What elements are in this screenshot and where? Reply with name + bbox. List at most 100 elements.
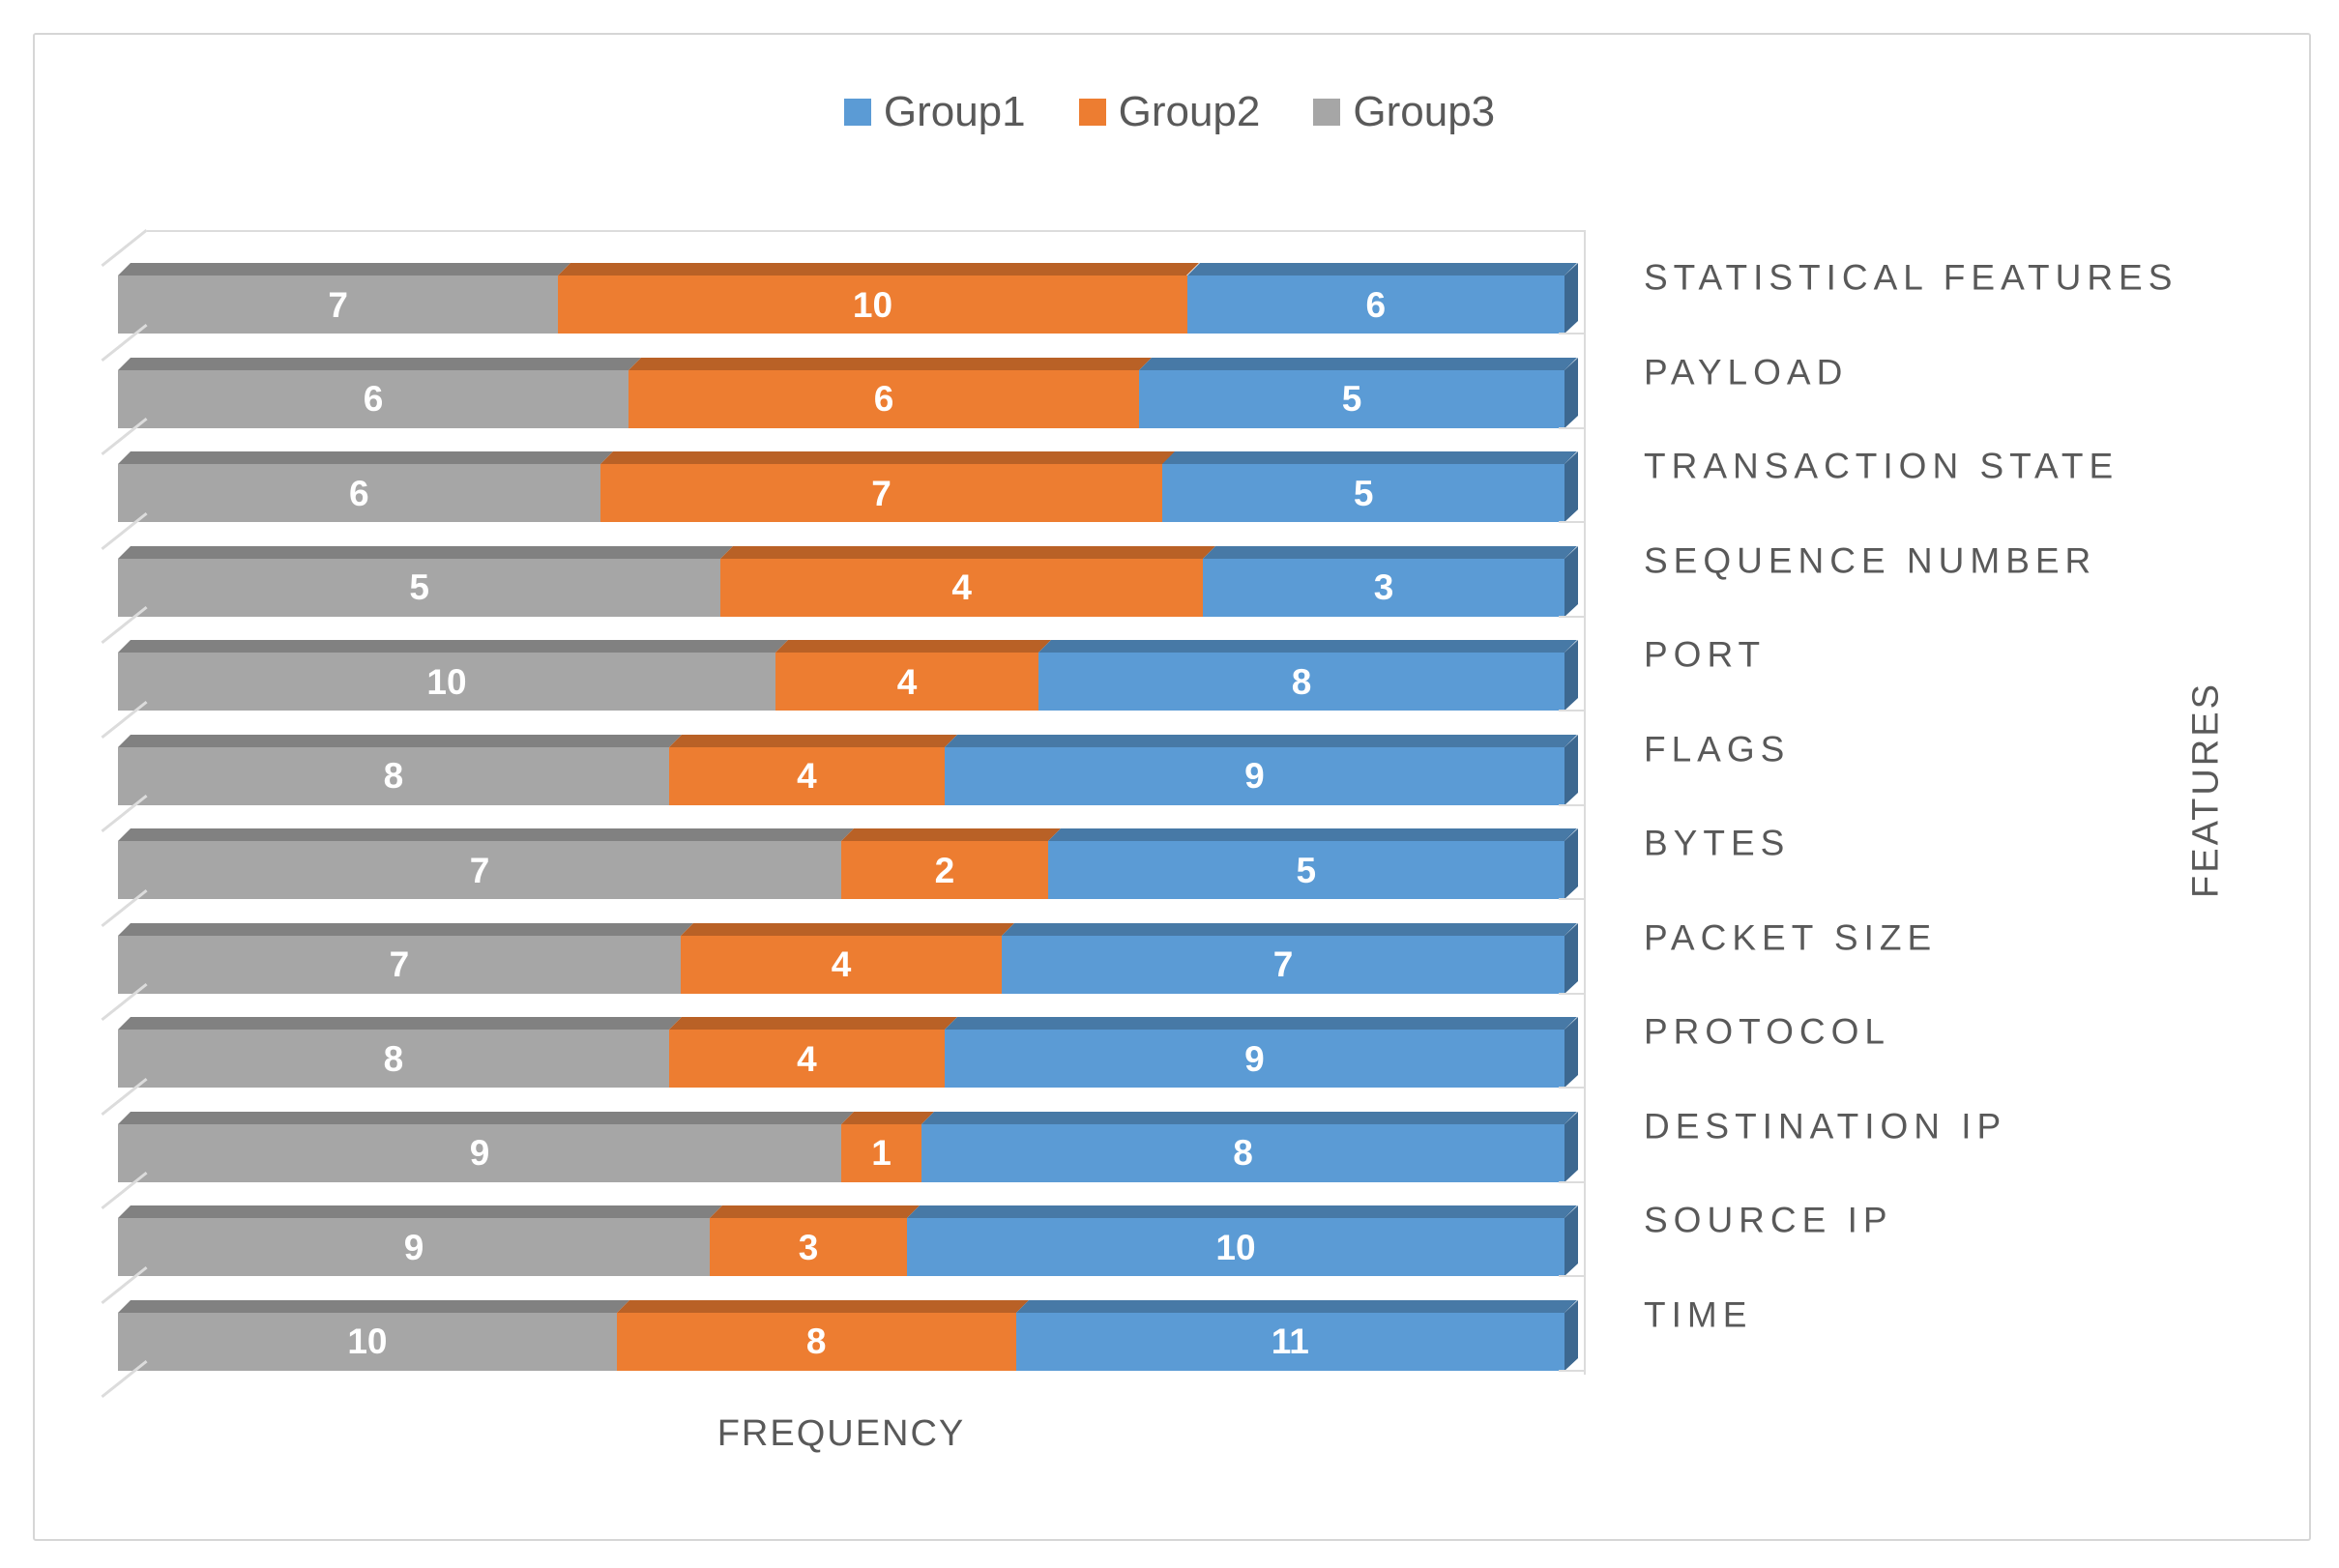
legend-label: Group1 (883, 88, 1026, 135)
bar-segment-group3: 10 (118, 653, 775, 711)
bar-segment-group3: 10 (118, 1312, 617, 1371)
legend-item-group2: Group2 (1078, 88, 1261, 135)
bar-segment-group2: 10 (558, 276, 1187, 334)
bar-row: 8 4 9 FLAGS (101, 700, 1784, 806)
legend-item-group1: Group1 (843, 88, 1026, 135)
wall-row-line (1559, 426, 1586, 429)
value-label: 7 (1272, 944, 1294, 984)
wall-row-line (1559, 898, 1586, 900)
bar-segment-group1: 8 (1038, 653, 1564, 711)
value-label: 4 (896, 661, 918, 702)
bar-row: 6 6 5 PAYLOAD (101, 323, 1842, 429)
legend-label: Group3 (1353, 88, 1496, 135)
bar-segment-group2: 3 (710, 1218, 907, 1276)
bar-row: 6 7 5 TRANSACTION STATE (101, 417, 2113, 523)
value-label: 10 (852, 284, 893, 325)
category-label: TRANSACTION STATE (1644, 446, 2120, 486)
wall-row-line (1559, 1087, 1586, 1089)
bar-segment-group2: 4 (668, 1030, 945, 1088)
wall-row-line (1559, 615, 1586, 618)
legend: Group1 Group2 Group3 (0, 91, 2339, 133)
value-label: 10 (1215, 1227, 1256, 1267)
back-wall-top-line (147, 230, 1586, 232)
bar-segment-group3: 7 (118, 276, 559, 334)
value-label: 8 (383, 756, 404, 796)
value-label: 8 (1291, 661, 1312, 702)
category-label: PROTOCOL (1644, 1011, 1890, 1052)
category-label: FLAGS (1644, 729, 1791, 769)
value-label: 5 (1296, 850, 1317, 890)
value-label: 6 (873, 379, 894, 419)
value-label: 8 (805, 1321, 827, 1361)
bar-row: 9 1 8 DESTINATION IP (101, 1077, 2001, 1183)
stacked-bar: 6 6 5 (118, 369, 1564, 428)
bar-segment-group2: 6 (629, 369, 1139, 428)
bar-segment-group2: 4 (668, 746, 945, 805)
bar-row: 8 4 9 PROTOCOL (101, 982, 1885, 1089)
plot-area: 7 10 6 STATISTICAL FEATURES 6 6 5 PAYLOAD 6 7 5 TRA… (101, 228, 2172, 1399)
legend-item-group3: Group3 (1313, 91, 1495, 133)
category-label: SEQUENCE NUMBER (1644, 540, 2097, 580)
stacked-bar: 7 10 6 (118, 276, 1564, 334)
bar-segment-group3: 6 (118, 464, 600, 522)
value-label: 7 (871, 473, 892, 513)
value-label: 5 (1341, 379, 1362, 419)
bar-segment-group1: 9 (944, 746, 1564, 805)
legend-swatch-icon (1078, 99, 1106, 126)
wall-row-line (1559, 1275, 1586, 1277)
value-label: 5 (1353, 473, 1374, 513)
wall-row-line (1559, 521, 1586, 523)
wall-row-line (1559, 1180, 1586, 1183)
category-label: PACKET SIZE (1644, 917, 1938, 957)
value-label: 7 (328, 284, 348, 325)
bar-segment-group1: 5 (1139, 369, 1564, 428)
value-label: 4 (831, 944, 852, 984)
value-label: 9 (469, 1133, 490, 1173)
wall-row-line (1559, 992, 1586, 995)
bar-row: 7 2 5 BYTES (101, 794, 1784, 900)
bar-segment-group3: 8 (118, 746, 669, 805)
bar-row: 10 8 11 TIME (101, 1265, 1746, 1372)
value-label: 3 (798, 1227, 819, 1267)
stacked-bar: 9 1 8 (118, 1123, 1564, 1182)
value-label: 9 (403, 1227, 424, 1267)
value-label: 6 (349, 473, 369, 513)
category-label: DESTINATION IP (1644, 1106, 2007, 1146)
bar-row: 10 4 8 PORT (101, 605, 1760, 711)
bar-segment-group3: 7 (118, 935, 681, 994)
category-label: TIME (1644, 1294, 1753, 1334)
bar-segment-group1: 8 (921, 1123, 1564, 1182)
value-label: 4 (951, 567, 972, 607)
value-label: 7 (389, 944, 410, 984)
stacked-bar: 5 4 3 (118, 558, 1564, 617)
bar-segment-group2: 4 (680, 935, 1003, 994)
bar-segment-group1: 5 (1162, 464, 1564, 522)
bar-segment-group1: 5 (1047, 841, 1564, 899)
bar-segment-group2: 4 (775, 653, 1038, 711)
bar-segment-group1: 6 (1186, 276, 1564, 334)
bar-segment-group2: 7 (599, 464, 1163, 522)
value-label: 10 (426, 661, 467, 702)
bar-segment-group3: 6 (118, 369, 629, 428)
bar-segment-group3: 9 (118, 1218, 710, 1276)
legend-label: Group2 (1118, 88, 1261, 135)
wall-row-line (1559, 803, 1586, 806)
value-label: 6 (1365, 284, 1387, 325)
wall-row-line (1559, 710, 1586, 711)
category-label: SOURCE IP (1644, 1200, 1893, 1240)
wall-row-line (1559, 1369, 1586, 1372)
stacked-bar: 10 8 11 (118, 1312, 1564, 1371)
category-label: PORT (1644, 634, 1767, 675)
value-label: 3 (1373, 567, 1394, 607)
value-label: 8 (1233, 1133, 1253, 1173)
category-label: STATISTICAL FEATURES (1644, 257, 2178, 298)
value-label: 8 (383, 1038, 404, 1079)
bar-segment-group1: 11 (1015, 1312, 1564, 1371)
back-wall-right-line (1584, 230, 1586, 1375)
bar-segment-group2: 2 (841, 841, 1048, 899)
value-label: 11 (1271, 1321, 1309, 1361)
x-axis-title: FREQUENCY (716, 1413, 966, 1454)
bar-segment-group3: 5 (118, 558, 721, 617)
bar-segment-group1: 9 (944, 1030, 1564, 1088)
